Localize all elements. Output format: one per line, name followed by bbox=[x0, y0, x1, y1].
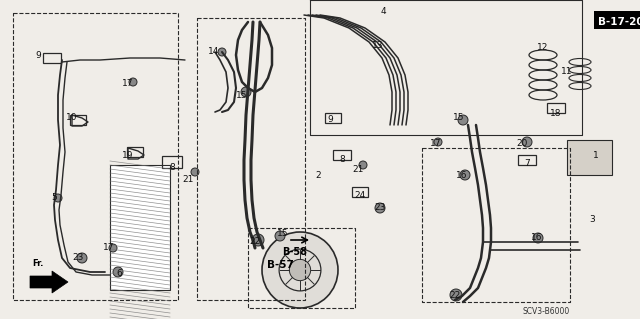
Circle shape bbox=[458, 115, 468, 125]
Circle shape bbox=[359, 161, 367, 169]
Circle shape bbox=[54, 194, 62, 202]
Text: 24: 24 bbox=[355, 190, 365, 199]
Text: 16: 16 bbox=[531, 233, 543, 241]
Circle shape bbox=[129, 78, 137, 86]
Text: 8: 8 bbox=[169, 164, 175, 173]
Circle shape bbox=[434, 138, 442, 146]
Text: 19: 19 bbox=[122, 151, 134, 160]
Text: 17: 17 bbox=[103, 243, 115, 253]
Text: 9: 9 bbox=[327, 115, 333, 124]
Text: 23: 23 bbox=[72, 254, 84, 263]
Text: 11: 11 bbox=[561, 68, 573, 77]
Text: 17: 17 bbox=[430, 139, 442, 149]
Text: 5: 5 bbox=[51, 194, 57, 203]
Circle shape bbox=[289, 259, 310, 281]
Text: 14: 14 bbox=[208, 48, 220, 56]
Text: 13: 13 bbox=[372, 41, 384, 49]
Text: 9: 9 bbox=[35, 50, 41, 60]
Polygon shape bbox=[30, 271, 68, 293]
FancyBboxPatch shape bbox=[567, 140, 612, 175]
Text: 17: 17 bbox=[122, 79, 134, 88]
Text: 15: 15 bbox=[277, 229, 289, 239]
Text: 1: 1 bbox=[593, 151, 599, 160]
Circle shape bbox=[460, 170, 470, 180]
Circle shape bbox=[218, 48, 226, 56]
Circle shape bbox=[262, 232, 338, 308]
Text: 22: 22 bbox=[449, 291, 461, 300]
Text: 20: 20 bbox=[516, 138, 528, 147]
Circle shape bbox=[252, 234, 264, 246]
Text: 2: 2 bbox=[315, 170, 321, 180]
FancyBboxPatch shape bbox=[594, 11, 640, 29]
Text: 22: 22 bbox=[250, 238, 260, 247]
Text: Fr.: Fr. bbox=[32, 259, 44, 268]
Text: 8: 8 bbox=[339, 155, 345, 165]
Circle shape bbox=[113, 267, 123, 277]
Text: B-57: B-57 bbox=[267, 260, 293, 270]
Text: 21: 21 bbox=[182, 175, 194, 184]
Circle shape bbox=[77, 253, 87, 263]
Text: 7: 7 bbox=[524, 159, 530, 167]
Circle shape bbox=[375, 203, 385, 213]
Circle shape bbox=[450, 289, 462, 301]
Text: 4: 4 bbox=[380, 8, 386, 17]
Text: 18: 18 bbox=[550, 108, 562, 117]
Text: 6: 6 bbox=[116, 270, 122, 278]
Text: 10: 10 bbox=[67, 114, 77, 122]
Circle shape bbox=[275, 231, 285, 241]
Text: 15: 15 bbox=[236, 91, 248, 100]
Text: 23: 23 bbox=[374, 204, 386, 212]
Text: SCV3-B6000: SCV3-B6000 bbox=[523, 308, 570, 316]
Polygon shape bbox=[110, 165, 170, 290]
Text: B-58: B-58 bbox=[282, 247, 307, 257]
Circle shape bbox=[533, 233, 543, 243]
Text: 12: 12 bbox=[538, 42, 548, 51]
Text: 15: 15 bbox=[453, 114, 465, 122]
Circle shape bbox=[191, 168, 199, 176]
Circle shape bbox=[109, 244, 117, 252]
Text: 3: 3 bbox=[589, 216, 595, 225]
Text: 16: 16 bbox=[456, 170, 468, 180]
Text: 21: 21 bbox=[352, 166, 364, 174]
Circle shape bbox=[522, 137, 532, 147]
Text: B-17-20: B-17-20 bbox=[598, 17, 640, 27]
Circle shape bbox=[241, 87, 251, 97]
